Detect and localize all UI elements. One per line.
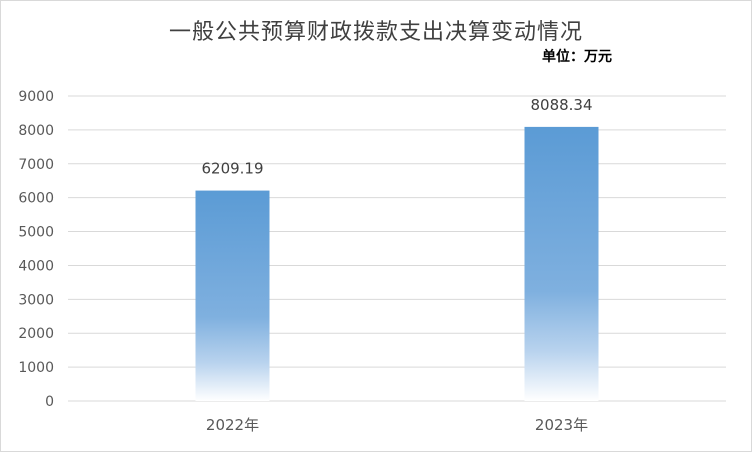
y-tick-label: 8000 — [18, 123, 54, 139]
y-tick-label: 5000 — [18, 225, 54, 241]
bar-2022年 — [195, 190, 270, 401]
chart-title: 一般公共预算财政拨款支出决算变动情况 — [168, 20, 583, 45]
y-tick-label: 7000 — [18, 157, 54, 173]
unit-label: 单位：万元 — [542, 49, 612, 65]
x-category-label: 2023年 — [535, 416, 588, 434]
y-tick-label: 1000 — [18, 360, 54, 376]
y-axis-ticks: 0 1000 2000 3000 4000 5000 6000 7000 8000 9000 — [18, 89, 54, 410]
data-label: 6209.19 — [201, 160, 263, 178]
y-tick-label: 0 — [45, 394, 54, 410]
y-tick-label: 2000 — [18, 326, 54, 342]
data-labels: 6209.19 8088.34 — [201, 96, 592, 178]
data-label: 8088.34 — [530, 96, 592, 114]
bar-2023年 — [524, 126, 599, 401]
x-category-label: 2022年 — [206, 416, 259, 434]
y-tick-label: 6000 — [18, 191, 54, 207]
y-tick-label: 3000 — [18, 292, 54, 308]
y-tick-label: 4000 — [18, 258, 54, 274]
bars — [195, 126, 599, 401]
y-tick-label: 9000 — [18, 89, 54, 105]
gridlines — [68, 95, 726, 402]
x-axis-categories: 2022年 2023年 — [206, 416, 588, 434]
